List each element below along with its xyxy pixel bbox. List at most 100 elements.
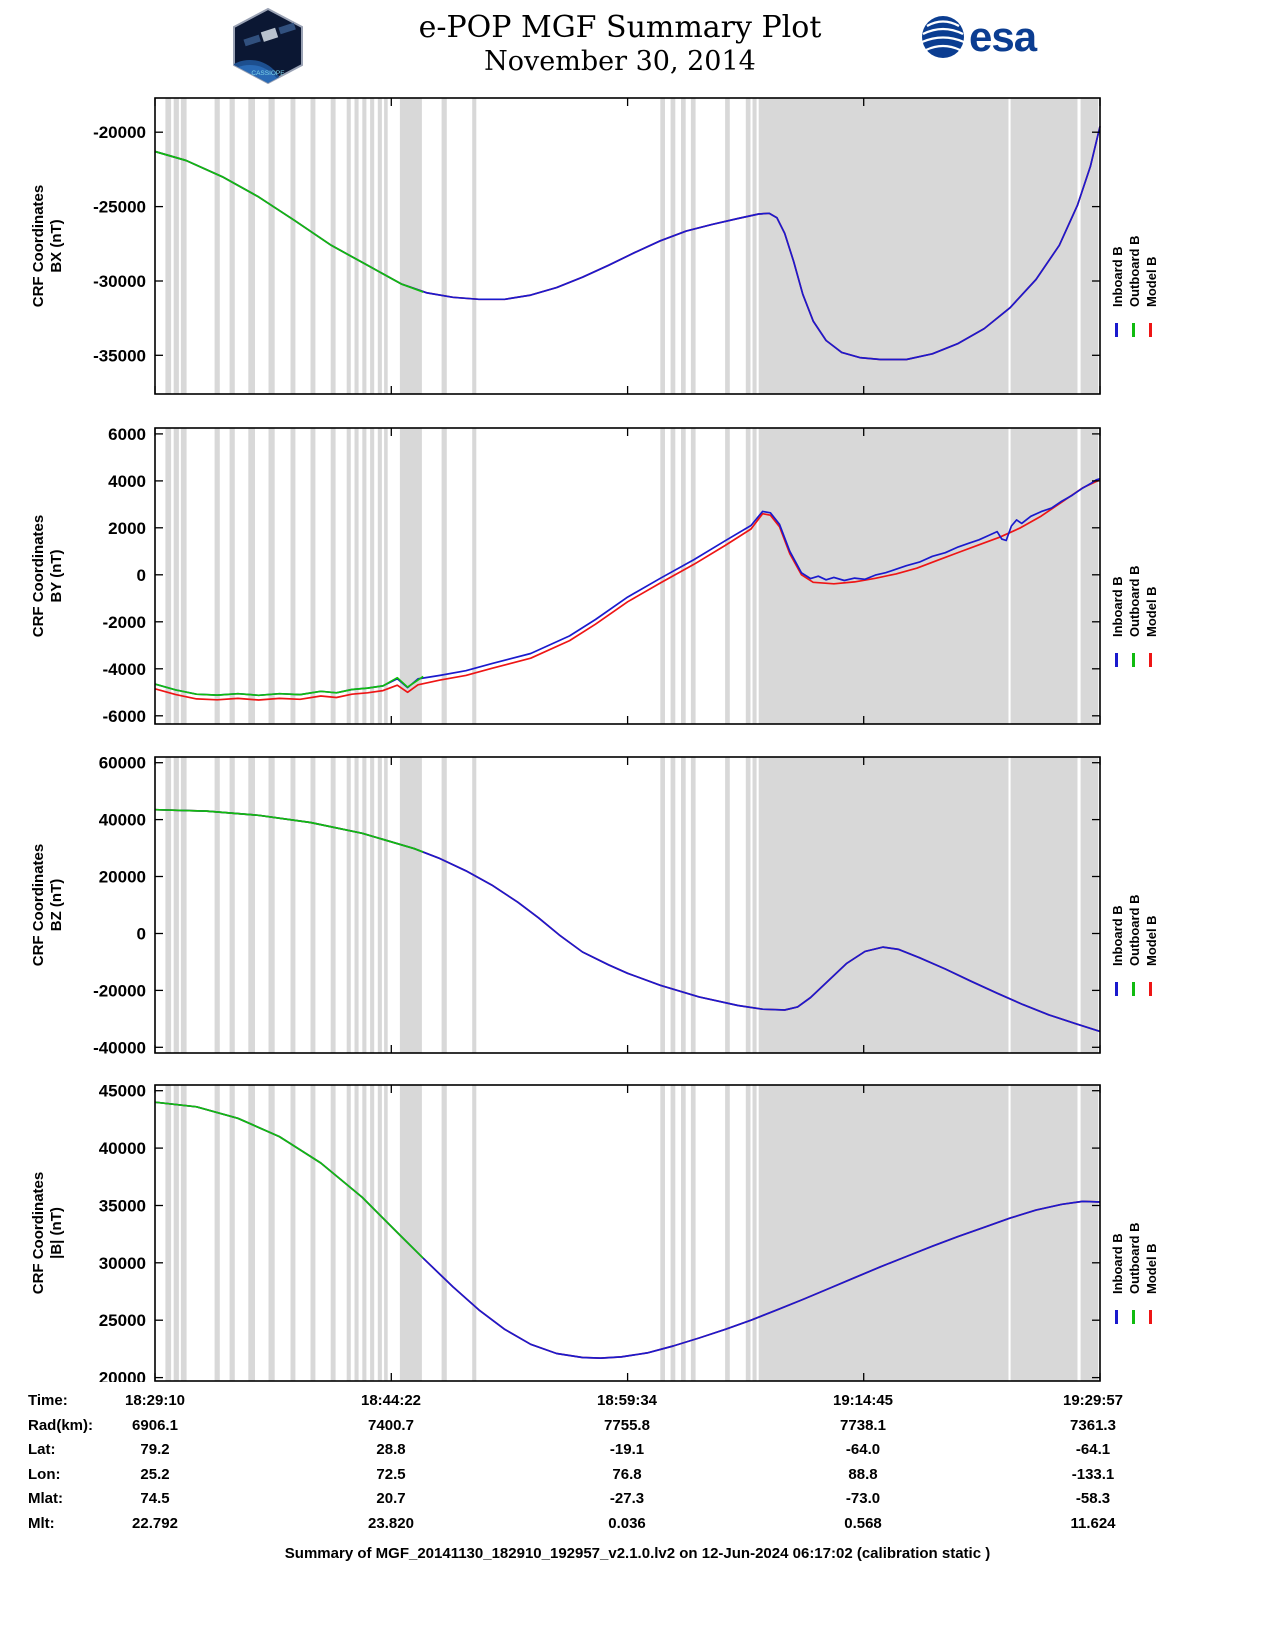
svg-text:-25000: -25000: [93, 198, 146, 217]
title-block: e-POP MGF Summary Plot November 30, 2014: [330, 10, 910, 78]
cell-time-3: 19:14:45: [832, 1392, 894, 1409]
legend-label-inboard: Inboard B: [1110, 576, 1125, 637]
cell-time-0: 18:29:10: [124, 1392, 186, 1409]
legend-label-outboard: Outboard B: [1127, 894, 1142, 967]
row-label-rad: Rad(km):: [28, 1416, 94, 1434]
cell-lat-1: 28.8: [376, 1441, 406, 1459]
legend-sample-model: [1149, 982, 1152, 996]
legend-sample-model: [1149, 653, 1152, 667]
panel-bmag: 45000 40000 35000 30000 25000 20000: [99, 1084, 1101, 1382]
y-axis-label-by: CRF Coordinates BY (nT): [30, 514, 65, 638]
cell-mlt-1: 23.820: [368, 1515, 414, 1532]
svg-text:45000: 45000: [99, 1084, 146, 1101]
footer-summary: Summary of MGF_20141130_182910_192957_v2…: [284, 1545, 991, 1562]
legend-label-inboard: Inboard B: [1110, 1233, 1125, 1294]
legend-label-model: Model B: [1144, 915, 1159, 966]
patch-satellite-body: [260, 27, 279, 42]
page-date: November 30, 2014: [484, 46, 756, 77]
svg-text:-40000: -40000: [93, 1038, 146, 1054]
cell-mlt-2: 0.036: [608, 1515, 646, 1532]
legend-sample-inboard: [1115, 1310, 1118, 1324]
svg-text:-6000: -6000: [103, 707, 146, 725]
row-label-time: Time:: [28, 1392, 68, 1409]
esa-logo: esa: [920, 13, 1037, 60]
esa-wordmark: esa: [969, 13, 1037, 60]
svg-text:20000: 20000: [99, 868, 146, 887]
svg-text:-30000: -30000: [93, 272, 146, 291]
y-axis-label-bz: CRF Coordinates BZ (nT): [30, 843, 65, 967]
svg-text:30000: 30000: [99, 1254, 146, 1273]
svg-text:0: 0: [137, 566, 146, 585]
page-title: e-POP MGF Summary Plot: [418, 10, 822, 45]
table-row-mlt: Mlt: 22.792 23.820 0.036 0.568 11.624: [0, 1515, 1275, 1539]
cell-time-2: 18:59:34: [596, 1392, 658, 1409]
table-row-lon: Lon: 25.2 72.5 76.8 88.8 -133.1: [0, 1466, 1275, 1490]
svg-text:-2000: -2000: [103, 613, 146, 632]
panel-bz: 60000 40000 20000 0 -20000 -40000: [93, 756, 1101, 1054]
svg-text:4000: 4000: [108, 472, 146, 491]
legend-label-model: Model B: [1144, 1243, 1159, 1294]
legend-label-inboard: Inboard B: [1110, 905, 1125, 966]
svg-text:-20000: -20000: [93, 981, 146, 1000]
legend-label-outboard: Outboard B: [1127, 235, 1142, 308]
cell-mlt-4: 11.624: [1070, 1515, 1116, 1532]
legend-sample-inboard: [1115, 982, 1118, 996]
cell-mlat-2: -27.3: [609, 1490, 645, 1508]
cell-mlat-1: 20.7: [376, 1490, 406, 1508]
cell-mlat-4: -58.3: [1075, 1490, 1111, 1508]
cell-rad-0: 6906.1: [132, 1416, 178, 1434]
svg-text:-35000: -35000: [93, 346, 146, 365]
cell-lat-3: -64.0: [845, 1441, 881, 1459]
row-label-lon: Lon:: [28, 1465, 61, 1483]
patch-solar-panel-left: [243, 34, 261, 47]
legend-sample-outboard: [1132, 323, 1135, 337]
cell-rad-3: 7738.1: [840, 1416, 886, 1434]
table-row-time: Time: 18:29:10 18:44:22 18:59:34 19:14:45 19:…: [0, 1392, 1275, 1416]
patch-solar-panel-right: [278, 22, 296, 35]
legend-label-outboard: Outboard B: [1127, 565, 1142, 638]
cell-lon-2: 76.8: [612, 1465, 642, 1483]
panel-bx: -20000 -25000 -30000 -35000: [93, 97, 1101, 395]
cell-lon-4: -133.1: [1071, 1465, 1115, 1483]
table-row-mlat: Mlat: 74.5 20.7 -27.3 -73.0 -58.3: [0, 1490, 1275, 1514]
row-label-mlat: Mlat:: [28, 1490, 63, 1508]
cell-mlt-0: 22.792: [132, 1515, 178, 1532]
cell-lon-0: 25.2: [140, 1465, 170, 1483]
row-label-lat: Lat:: [28, 1441, 56, 1459]
svg-text:40000: 40000: [99, 811, 146, 830]
svg-text:40000: 40000: [99, 1139, 146, 1158]
cell-rad-2: 7755.8: [604, 1416, 650, 1434]
svg-text:35000: 35000: [99, 1197, 146, 1216]
esa-globe-icon: [921, 16, 965, 58]
svg-text:-4000: -4000: [103, 660, 146, 679]
cell-time-1: 18:44:22: [360, 1392, 422, 1409]
patch-mission-name: CASSIOPE: [251, 70, 285, 77]
y-axis-label-bx: CRF Coordinates BX (nT): [30, 184, 65, 308]
cell-mlat-3: -73.0: [845, 1490, 881, 1508]
legend-label-inboard: Inboard B: [1110, 246, 1125, 307]
svg-text:0: 0: [137, 925, 146, 944]
legend-sample-model: [1149, 1310, 1152, 1324]
legend-sample-inboard: [1115, 323, 1118, 337]
svg-text:-20000: -20000: [93, 123, 146, 142]
cell-rad-1: 7400.7: [368, 1416, 414, 1434]
row-label-mlt: Mlt:: [28, 1515, 55, 1532]
legend-label-model: Model B: [1144, 256, 1159, 307]
cell-mlat-0: 74.5: [140, 1490, 170, 1508]
cell-lat-2: -19.1: [609, 1441, 645, 1459]
legend-sample-outboard: [1132, 1310, 1135, 1324]
legend-sample-inboard: [1115, 653, 1118, 667]
cell-rad-4: 7361.3: [1070, 1416, 1116, 1434]
table-row-rad: Rad(km): 6906.1 7400.7 7755.8 7738.1 7361.3: [0, 1417, 1275, 1441]
svg-text:60000: 60000: [99, 756, 146, 773]
legend-sample-outboard: [1132, 982, 1135, 996]
cell-mlt-3: 0.568: [844, 1515, 882, 1532]
mission-patch-logo: CASSIOPE: [233, 7, 303, 85]
legend-label-model: Model B: [1144, 586, 1159, 637]
y-axis-label-bmag: CRF Coordinates |B| (nT): [30, 1171, 65, 1295]
cell-lat-0: 79.2: [140, 1441, 170, 1459]
svg-text:6000: 6000: [108, 427, 146, 444]
cell-lon-3: 88.8: [848, 1465, 878, 1483]
panel-by: 6000 4000 2000 0 -2000 -4000 -6000: [103, 427, 1101, 725]
